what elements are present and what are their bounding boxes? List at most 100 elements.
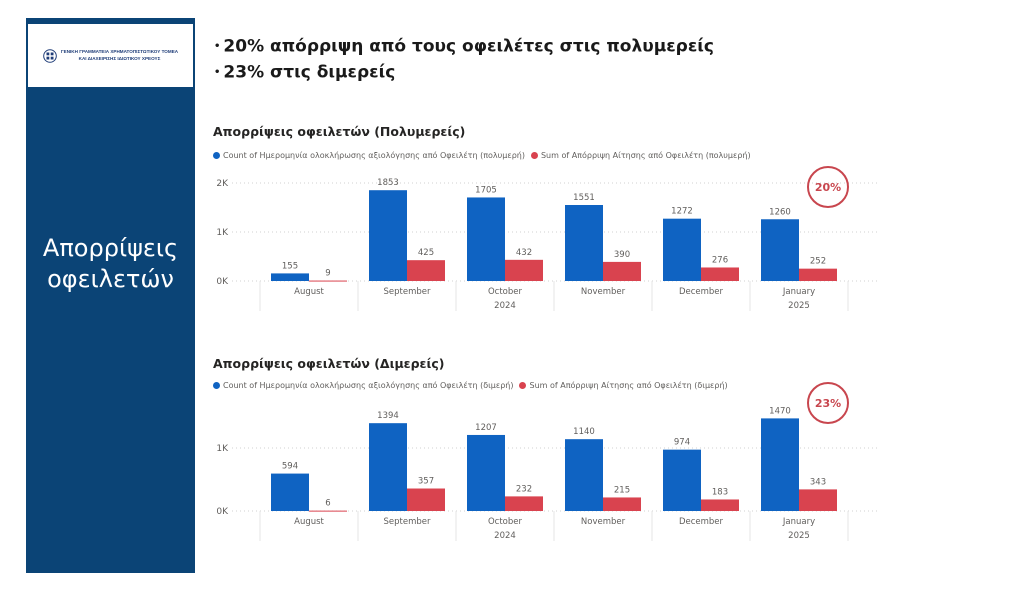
chart-1-x-year-label: 2025	[788, 301, 810, 311]
chart-2-legend-item-1: Count of Ημερομηνία ολοκλήρωσης αξιολόγη…	[213, 381, 513, 390]
chart-1-legend-item-1: Count of Ημερομηνία ολοκλήρωσης αξιολόγη…	[213, 151, 525, 160]
chart-1-data-label-series1: 1260	[769, 207, 791, 217]
chart-1-x-tick-label: August	[294, 287, 324, 297]
chart-1-data-label-series1: 1551	[573, 193, 595, 203]
chart-1-x-year-label: 2024	[494, 301, 516, 311]
logo-line-2: ΚΑΙ ΔΙΑΧΕΙΡΙΣΗΣ ΙΔΙΩΤΙΚΟΥ ΧΡΕΟΥΣ	[78, 55, 161, 61]
chart-1-data-label-series1: 1272	[671, 207, 693, 217]
chart-1-data-label-series1: 155	[282, 261, 298, 271]
chart-2-x-year-label: 2024	[494, 531, 516, 541]
chart-2-x-tick-label: September	[384, 517, 431, 527]
chart-2-legend-label-1: Count of Ημερομηνία ολοκλήρωσης αξιολόγη…	[223, 381, 514, 390]
chart-1-data-label-series2: 390	[614, 250, 630, 260]
emblem-icon	[43, 48, 57, 63]
chart-1-x-tick-label: November	[581, 287, 626, 297]
chart-1-data-label-series1: 1853	[377, 178, 399, 188]
legend-swatch-red	[519, 382, 527, 389]
chart-1-percentage-badge: 20%	[815, 181, 841, 194]
bullet-dot-icon: •	[214, 41, 221, 52]
chart-2-bar-series2	[309, 510, 347, 512]
chart-1-bar-series2	[505, 259, 543, 281]
chart-2-legend-label-2: Sum of Απόρριψη Αίτησης από Οφειλέτη (δι…	[529, 381, 728, 390]
chart-2-data-label-series2: 6	[325, 499, 330, 509]
chart-1-x-tick-label: January	[782, 287, 815, 297]
chart-2-bar-series2	[505, 496, 543, 511]
chart-1-data-label-series2: 252	[810, 257, 826, 267]
chart-2-x-tick-label: October	[488, 517, 523, 527]
chart-2-bar-series1	[467, 434, 505, 511]
chart-2-data-label-series2: 357	[418, 477, 434, 487]
chart-1-y-tick-label: 1K	[216, 228, 229, 238]
chart-1-x-tick-label: September	[384, 287, 431, 297]
chart-2-bar-series1	[369, 423, 407, 511]
logo-line-1: ΓΕΝΙΚΗ ΓΡΑΜΜΑΤΕΙΑ ΧΡΗΜΑΤΟΠΙΣΤΩΤΙΚΟΥ ΤΟΜΕ…	[60, 49, 179, 54]
legend-swatch-blue	[213, 382, 220, 389]
chart-1-legend-label-1: Count of Ημερομηνία ολοκλήρωσης αξιολόγη…	[223, 151, 525, 160]
chart-1-bar-series2	[701, 267, 739, 281]
chart-2-data-label-series1: 1394	[377, 411, 399, 421]
chart-2-data-label-series2: 183	[712, 487, 728, 497]
chart-2-x-tick-label: November	[581, 517, 626, 527]
chart-2-bar-series2	[407, 488, 445, 511]
organization-logo: ΓΕΝΙΚΗ ΓΡΑΜΜΑΤΕΙΑ ΧΡΗΜΑΤΟΠΙΣΤΩΤΙΚΟΥ ΤΟΜΕ…	[28, 24, 193, 87]
chart-2-x-tick-label: August	[294, 517, 324, 527]
chart-2-data-label-series2: 232	[516, 484, 532, 494]
chart-1-bar-series1	[271, 273, 309, 281]
chart-1-bar-series2	[603, 261, 641, 281]
chart-1-y-tick-label: 0K	[216, 277, 229, 287]
sidebar-title-line-1: Απορρίψεις	[42, 234, 179, 262]
chart-2-bar-series1	[663, 449, 701, 511]
chart-1-bar-series1	[761, 219, 799, 281]
chart-2-x-year-label: 2025	[788, 531, 810, 541]
chart-1-legend-label-2: Sum of Απόρριψη Αίτησης από Οφειλέτη (πο…	[540, 151, 751, 160]
chart-2-legend-item-2: Sum of Απόρριψη Αίτησης από Οφειλέτη (δι…	[519, 381, 728, 390]
chart-2-data-label-series1: 1470	[769, 406, 791, 416]
chart-2-legend: Count of Ημερομηνία ολοκλήρωσης αξιολόγη…	[213, 381, 734, 390]
chart-2-bar-series1	[271, 473, 309, 511]
chart-1-bar-series1	[565, 205, 603, 281]
chart-1-x-tick-label: October	[488, 287, 523, 297]
chart-2-data-label-series1: 594	[282, 462, 298, 472]
chart-1-bar-series2	[407, 260, 445, 281]
chart-2-data-label-series2: 215	[614, 485, 630, 495]
chart-2-data-label-series1: 1140	[573, 427, 595, 437]
bullet-item-2: • 23% στις διμερείς	[214, 60, 714, 86]
legend-swatch-red	[530, 152, 538, 159]
chart-1-bar-series1	[663, 218, 701, 281]
chart-2-bar-series2	[701, 499, 739, 511]
chart-2-data-label-series1: 1207	[475, 423, 497, 433]
chart-1-bar-series1	[467, 197, 505, 281]
chart-1-bar-series2	[799, 268, 837, 281]
chart-1-x-tick-label: December	[679, 287, 724, 297]
bullet-text-2: 23% στις διμερείς	[223, 62, 396, 82]
sidebar-title-line-2: οφειλετών	[47, 265, 174, 293]
chart-1-data-label-series1: 1705	[475, 185, 497, 195]
chart-1-legend-item-2: Sum of Απόρριψη Αίτησης από Οφειλέτη (πο…	[530, 151, 751, 160]
chart-2-data-label-series2: 343	[810, 477, 826, 487]
chart-1-legend: Count of Ημερομηνία ολοκλήρωσης αξιολόγη…	[213, 151, 757, 160]
chart-1-y-tick-label: 2K	[216, 179, 229, 189]
chart-2-x-tick-label: January	[782, 517, 815, 527]
chart-2-bar-series2	[799, 489, 837, 511]
chart-2-bar-series1	[761, 418, 799, 511]
bullet-item-1: • 20% απόρριψη από τους οφειλέτες στις πο…	[214, 34, 714, 60]
sidebar-panel: ΓΕΝΙΚΗ ΓΡΑΜΜΑΤΕΙΑ ΧΡΗΜΑΤΟΠΙΣΤΩΤΙΚΟΥ ΤΟΜΕ…	[26, 18, 195, 573]
chart-1-data-label-series2: 276	[712, 255, 728, 265]
summary-bullets: • 20% απόρριψη από τους οφειλέτες στις πο…	[214, 34, 714, 85]
chart-2-bar-series1	[565, 439, 603, 511]
chart-2-percentage-badge-circle	[807, 382, 849, 424]
chart-2-y-tick-label: 0K	[216, 507, 229, 517]
legend-swatch-blue	[213, 152, 220, 159]
chart-1-data-label-series2: 432	[516, 248, 532, 258]
chart-2-data-label-series1: 974	[674, 438, 690, 448]
chart-2-x-tick-label: December	[679, 517, 724, 527]
chart-1-title: Απορρίψεις οφειλετών (Πολυμερείς)	[213, 124, 466, 139]
chart-2-title: Απορρίψεις οφειλετών (Διμερείς)	[213, 356, 445, 371]
bullet-text-1: 20% απόρριψη από τους οφειλέτες στις πολ…	[223, 36, 714, 57]
chart-2-bar-series2	[603, 497, 641, 511]
bullet-dot-icon: •	[214, 66, 221, 78]
chart-1-bar-series2	[309, 280, 347, 282]
sidebar-title: Απορρίψεις οφειλετών	[26, 233, 195, 295]
chart-2-y-tick-label: 1K	[216, 444, 229, 454]
